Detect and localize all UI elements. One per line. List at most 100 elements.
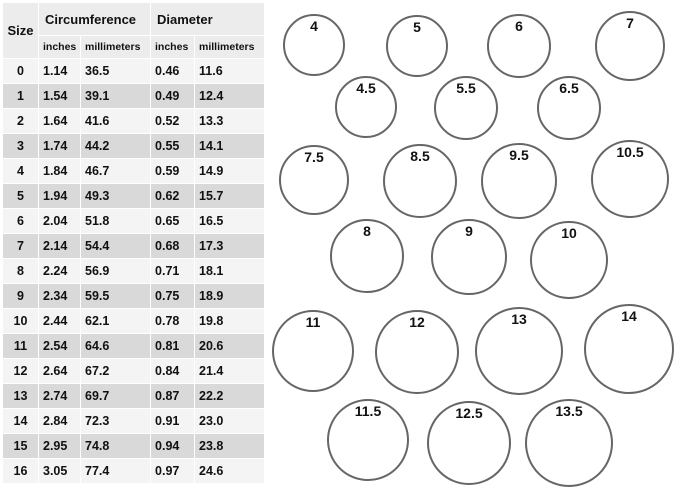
- diameter-millimeters-cell: 20.6: [194, 333, 266, 359]
- ring-circle: [434, 76, 498, 140]
- diameter-inches-cell: 0.65: [150, 208, 196, 234]
- size-cell: 10: [2, 308, 39, 334]
- ring-circle: [525, 399, 613, 487]
- table-row: 9 2.34 59.5 0.75 18.9: [2, 283, 266, 309]
- ring-size-label: 7: [626, 15, 634, 31]
- circumference-inches-cell: 2.54: [38, 333, 81, 359]
- size-cell: 6: [2, 208, 39, 234]
- ring-size-label: 8: [363, 223, 371, 239]
- circumference-millimeters-cell: 36.5: [79, 58, 152, 84]
- diameter-millimeters-cell: 24.6: [194, 458, 266, 484]
- circumference-millimeters-cell: 59.5: [79, 283, 152, 309]
- ring-circle: [530, 221, 608, 299]
- circumference-millimeters-cell: 46.7: [79, 158, 152, 184]
- ring-circle: [375, 310, 459, 394]
- circumference-inches-cell: 3.05: [38, 458, 81, 484]
- diameter-inches-cell: 0.62: [150, 183, 196, 209]
- diameter-millimeters-cell: 11.6: [194, 58, 266, 84]
- circumference-inches-cell: 1.84: [38, 158, 81, 184]
- ring-size-label: 6.5: [559, 80, 579, 96]
- diameter-millimeters-cell: 19.8: [194, 308, 266, 334]
- circumference-inches-cell: 2.04: [38, 208, 81, 234]
- size-cell: 16: [2, 458, 39, 484]
- circumference-inches-cell: 1.14: [38, 58, 81, 84]
- ring-circle: [427, 401, 511, 485]
- ring-circle: [431, 219, 507, 295]
- ring-size-label: 5: [413, 19, 421, 35]
- ring-size-label: 4: [310, 18, 318, 34]
- ring-circle: [386, 15, 448, 77]
- circumference-inches-cell: 1.54: [38, 83, 81, 109]
- diameter-millimeters-cell: 17.3: [194, 233, 266, 259]
- circumference-millimeters-cell: 77.4: [79, 458, 152, 484]
- diameter-millimeters-cell: 18.1: [194, 258, 266, 284]
- size-cell: 1: [2, 83, 39, 109]
- table-row: 13 2.74 69.7 0.87 22.2: [2, 383, 266, 409]
- size-cell: 8: [2, 258, 39, 284]
- circumference-millimeters-cell: 72.3: [79, 408, 152, 434]
- table-row: 6 2.04 51.8 0.65 16.5: [2, 208, 266, 234]
- ring-circle: [279, 145, 349, 215]
- table-row: 15 2.95 74.8 0.94 23.8: [2, 433, 266, 459]
- table-row: 0 1.14 36.5 0.46 11.6: [2, 58, 266, 84]
- ring-size-label: 8.5: [410, 148, 430, 164]
- table-row: 16 3.05 77.4 0.97 24.6: [2, 458, 266, 484]
- diameter-inches-cell: 0.71: [150, 258, 196, 284]
- diameter-millimeters-cell: 14.9: [194, 158, 266, 184]
- ring-size-label: 7.5: [304, 149, 324, 165]
- size-column-header: Size: [2, 2, 39, 59]
- circumference-inches-cell: 2.84: [38, 408, 81, 434]
- diameter-inches-cell: 0.52: [150, 108, 196, 134]
- ring-circle: [487, 14, 551, 78]
- ring-size-label: 10.5: [616, 144, 643, 160]
- circumference-millimeters-cell: 74.8: [79, 433, 152, 459]
- ring-size-label: 12: [409, 314, 425, 330]
- diameter-millimeters-cell: 13.3: [194, 108, 266, 134]
- circumference-millimeters-cell: 39.1: [79, 83, 152, 109]
- diameter-inches-cell: 0.46: [150, 58, 196, 84]
- diameter-inches-cell: 0.94: [150, 433, 196, 459]
- ring-size-table: Size Circumference Diameter inches milli…: [2, 2, 266, 484]
- circumference-inches-cell: 2.64: [38, 358, 81, 384]
- ring-size-label: 11: [306, 314, 321, 330]
- ring-circle: [595, 11, 665, 81]
- ring-circle: [591, 140, 669, 218]
- diameter-millimeters-cell: 23.0: [194, 408, 266, 434]
- circumference-header: Circumference: [37, 2, 152, 36]
- ring-circle: [272, 310, 354, 392]
- diameter-inches-cell: 0.78: [150, 308, 196, 334]
- diameter-millimeters-cell: 12.4: [194, 83, 266, 109]
- diameter-inches-cell: 0.97: [150, 458, 196, 484]
- ring-size-label: 9: [465, 223, 473, 239]
- circumference-inches-cell: 2.74: [38, 383, 81, 409]
- ring-size-label: 13.5: [555, 403, 582, 419]
- circumference-millimeters-cell: 56.9: [79, 258, 152, 284]
- table-row: 3 1.74 44.2 0.55 14.1: [2, 133, 266, 159]
- ring-size-label: 4.5: [356, 80, 376, 96]
- diameter-millimeters-cell: 23.8: [194, 433, 266, 459]
- size-cell: 4: [2, 158, 39, 184]
- diameter-inches-cell: 0.49: [150, 83, 196, 109]
- diameter-inches-cell: 0.55: [150, 133, 196, 159]
- diameter-inches-cell: 0.75: [150, 283, 196, 309]
- ring-size-label: 10: [561, 225, 577, 241]
- circumference-millimeters-cell: 62.1: [79, 308, 152, 334]
- ring-circle: [283, 14, 345, 76]
- diameter-millimeters-header: millimeters: [194, 35, 266, 59]
- table-row: 8 2.24 56.9 0.71 18.1: [2, 258, 266, 284]
- diameter-inches-cell: 0.84: [150, 358, 196, 384]
- diameter-millimeters-cell: 18.9: [194, 283, 266, 309]
- size-cell: 13: [2, 383, 39, 409]
- ring-size-label: 6: [515, 18, 523, 34]
- table-row: 1 1.54 39.1 0.49 12.4: [2, 83, 266, 109]
- size-cell: 9: [2, 283, 39, 309]
- ring-circle: [327, 399, 409, 481]
- diameter-inches-cell: 0.68: [150, 233, 196, 259]
- circumference-inches-header: inches: [38, 35, 81, 59]
- circumference-millimeters-cell: 69.7: [79, 383, 152, 409]
- circumference-millimeters-cell: 44.2: [79, 133, 152, 159]
- table-row: 2 1.64 41.6 0.52 13.3: [2, 108, 266, 134]
- ring-size-label: 9.5: [509, 147, 529, 163]
- ring-circle: [584, 304, 674, 394]
